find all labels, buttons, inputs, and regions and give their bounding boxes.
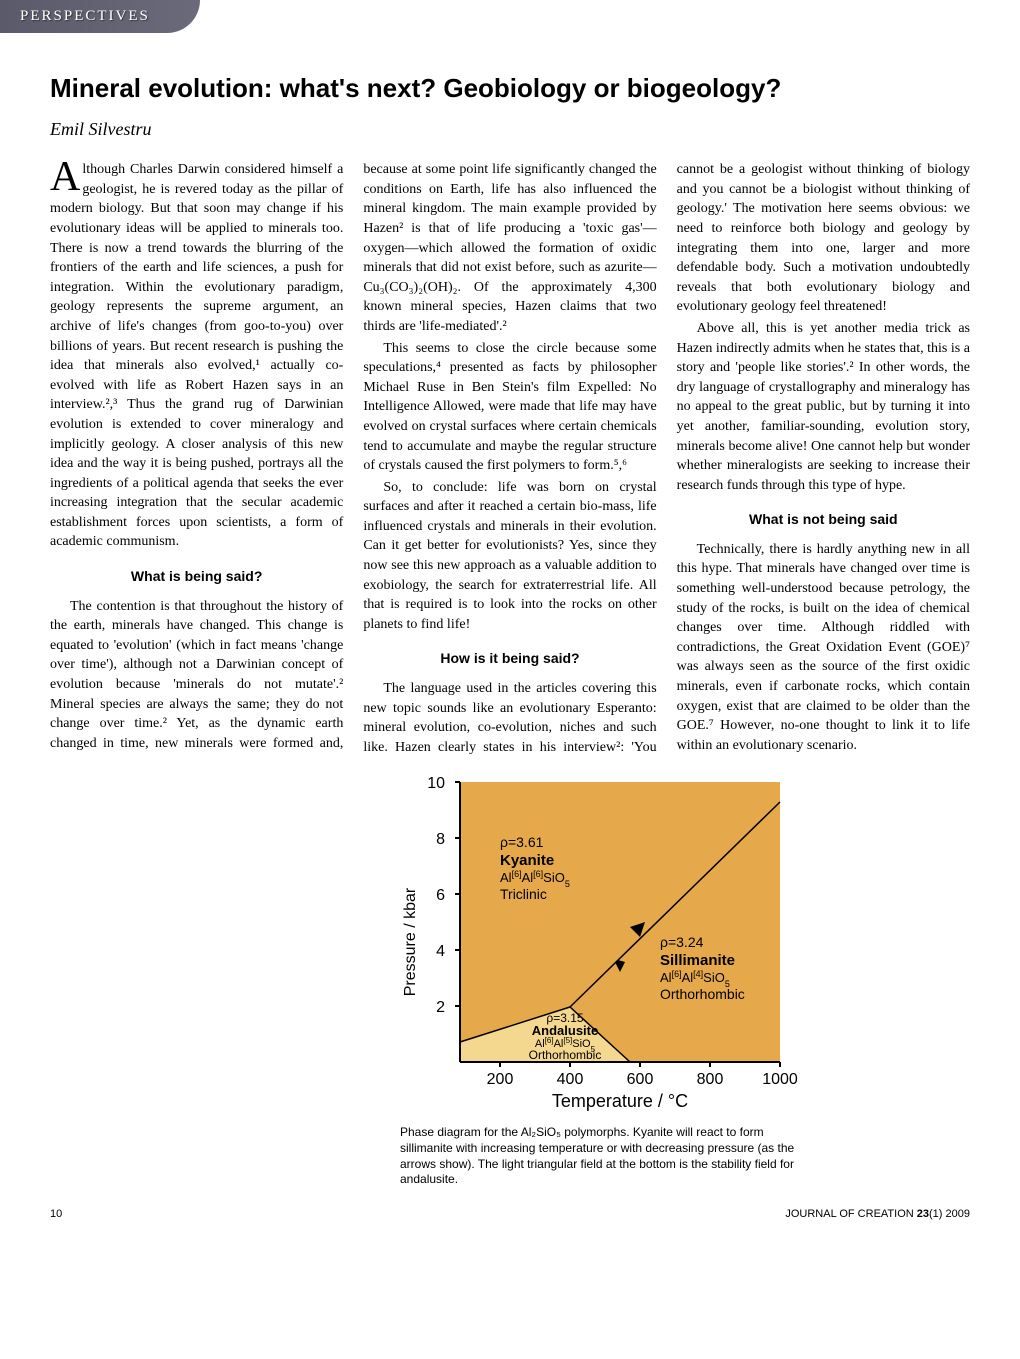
svg-text:10: 10	[427, 775, 445, 792]
journal-ref: JOURNAL OF CREATION 23(1) 2009	[785, 1208, 970, 1220]
xlabel: Temperature / °C	[552, 1091, 688, 1111]
y-ticks: 2 4 6 8 10	[427, 775, 460, 1016]
intro-text: lthough Charles Darwin considered himsel…	[50, 162, 343, 549]
intro-paragraph: Although Charles Darwin considered himse…	[50, 160, 343, 552]
svg-text:600: 600	[627, 1071, 654, 1088]
svg-text:6: 6	[436, 887, 445, 904]
how-said-p2: Above all, this is yet another media tri…	[677, 319, 970, 495]
svg-text:Sillimanite: Sillimanite	[660, 952, 735, 969]
heading-what-said: What is being said?	[50, 567, 343, 587]
article-title: Mineral evolution: what's next? Geobiolo…	[50, 73, 970, 104]
article-body: Although Charles Darwin considered himse…	[50, 160, 970, 757]
svg-text:8: 8	[436, 831, 445, 848]
svg-text:1000: 1000	[762, 1071, 798, 1088]
svg-text:Triclinic: Triclinic	[500, 886, 547, 902]
ylabel: Pressure / kbar	[402, 887, 419, 996]
what-said-p2: This seems to close the circle because s…	[363, 339, 656, 476]
figure-caption: Phase diagram for the Al₂SiO₅ polymorphs…	[400, 1125, 800, 1187]
svg-text:400: 400	[557, 1071, 584, 1088]
article-author: Emil Silvestru	[50, 119, 970, 140]
journal-name: JOURNAL OF CREATION	[785, 1208, 913, 1220]
svg-text:Kyanite: Kyanite	[500, 852, 554, 869]
page-container: PERSPECTIVES Mineral evolution: what's n…	[0, 0, 1020, 1240]
figure-inner: Pressure / kbar 2 4 6	[400, 772, 800, 1187]
dropcap: A	[50, 160, 82, 196]
heading-not-said: What is not being said	[677, 510, 970, 530]
svg-text:2: 2	[436, 999, 445, 1016]
svg-text:800: 800	[697, 1071, 724, 1088]
not-said-p1: Technically, there is hardly anything ne…	[677, 540, 970, 756]
section-tab: PERSPECTIVES	[0, 0, 200, 33]
svg-text:4: 4	[436, 943, 445, 960]
phase-diagram-chart: Pressure / kbar 2 4 6	[400, 772, 800, 1112]
svg-text:Orthorhombic: Orthorhombic	[660, 986, 745, 1002]
heading-how-said: How is it being said?	[363, 649, 656, 669]
figure-container: Pressure / kbar 2 4 6	[50, 772, 970, 1187]
svg-text:200: 200	[487, 1071, 514, 1088]
chart-bg	[460, 782, 780, 1062]
page-number: 10	[50, 1208, 62, 1220]
x-ticks: 200 400 600 800 1000	[487, 1062, 798, 1088]
svg-text:ρ=3.24: ρ=3.24	[660, 934, 704, 950]
svg-text:Orthorhombic: Orthorhombic	[529, 1048, 602, 1062]
journal-volume: 23	[917, 1208, 929, 1220]
page-footer: 10 JOURNAL OF CREATION 23(1) 2009	[50, 1208, 970, 1220]
what-said-p3: So, to conclude: life was born on crysta…	[363, 478, 656, 635]
journal-issue: (1) 2009	[929, 1208, 970, 1220]
svg-text:ρ=3.61: ρ=3.61	[500, 834, 544, 850]
